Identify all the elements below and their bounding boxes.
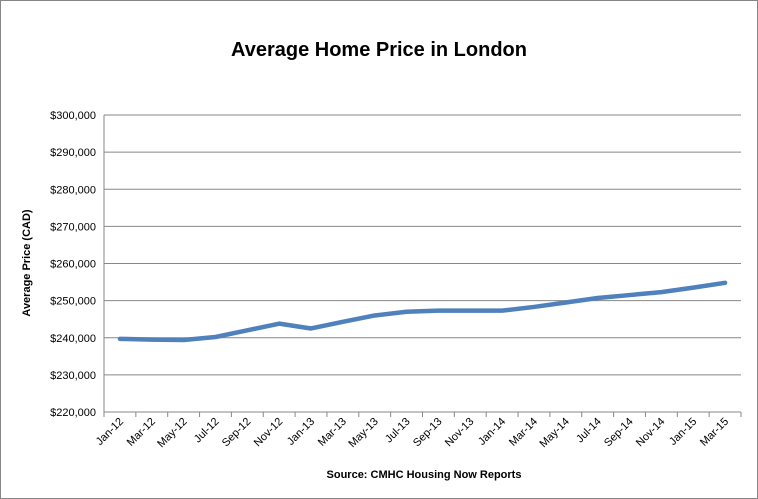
data-line <box>117 280 728 343</box>
y-tick-label: $260,000 <box>50 259 96 271</box>
chart-title: Average Home Price in London <box>231 39 527 61</box>
y-tick-label: $270,000 <box>50 221 96 233</box>
y-axis-title: Average Price (CAD) <box>21 209 33 317</box>
y-tick-label: $280,000 <box>50 184 96 196</box>
y-tick-label: $300,000 <box>50 110 96 122</box>
x-axis-title: Source: CMHC Housing Now Reports <box>327 469 522 481</box>
y-tick-label: $220,000 <box>50 407 96 419</box>
y-tick-label: $250,000 <box>50 296 96 308</box>
y-tick-label: $290,000 <box>50 147 96 159</box>
y-tick-label: $240,000 <box>50 333 96 345</box>
y-tick-label: $230,000 <box>50 370 96 382</box>
